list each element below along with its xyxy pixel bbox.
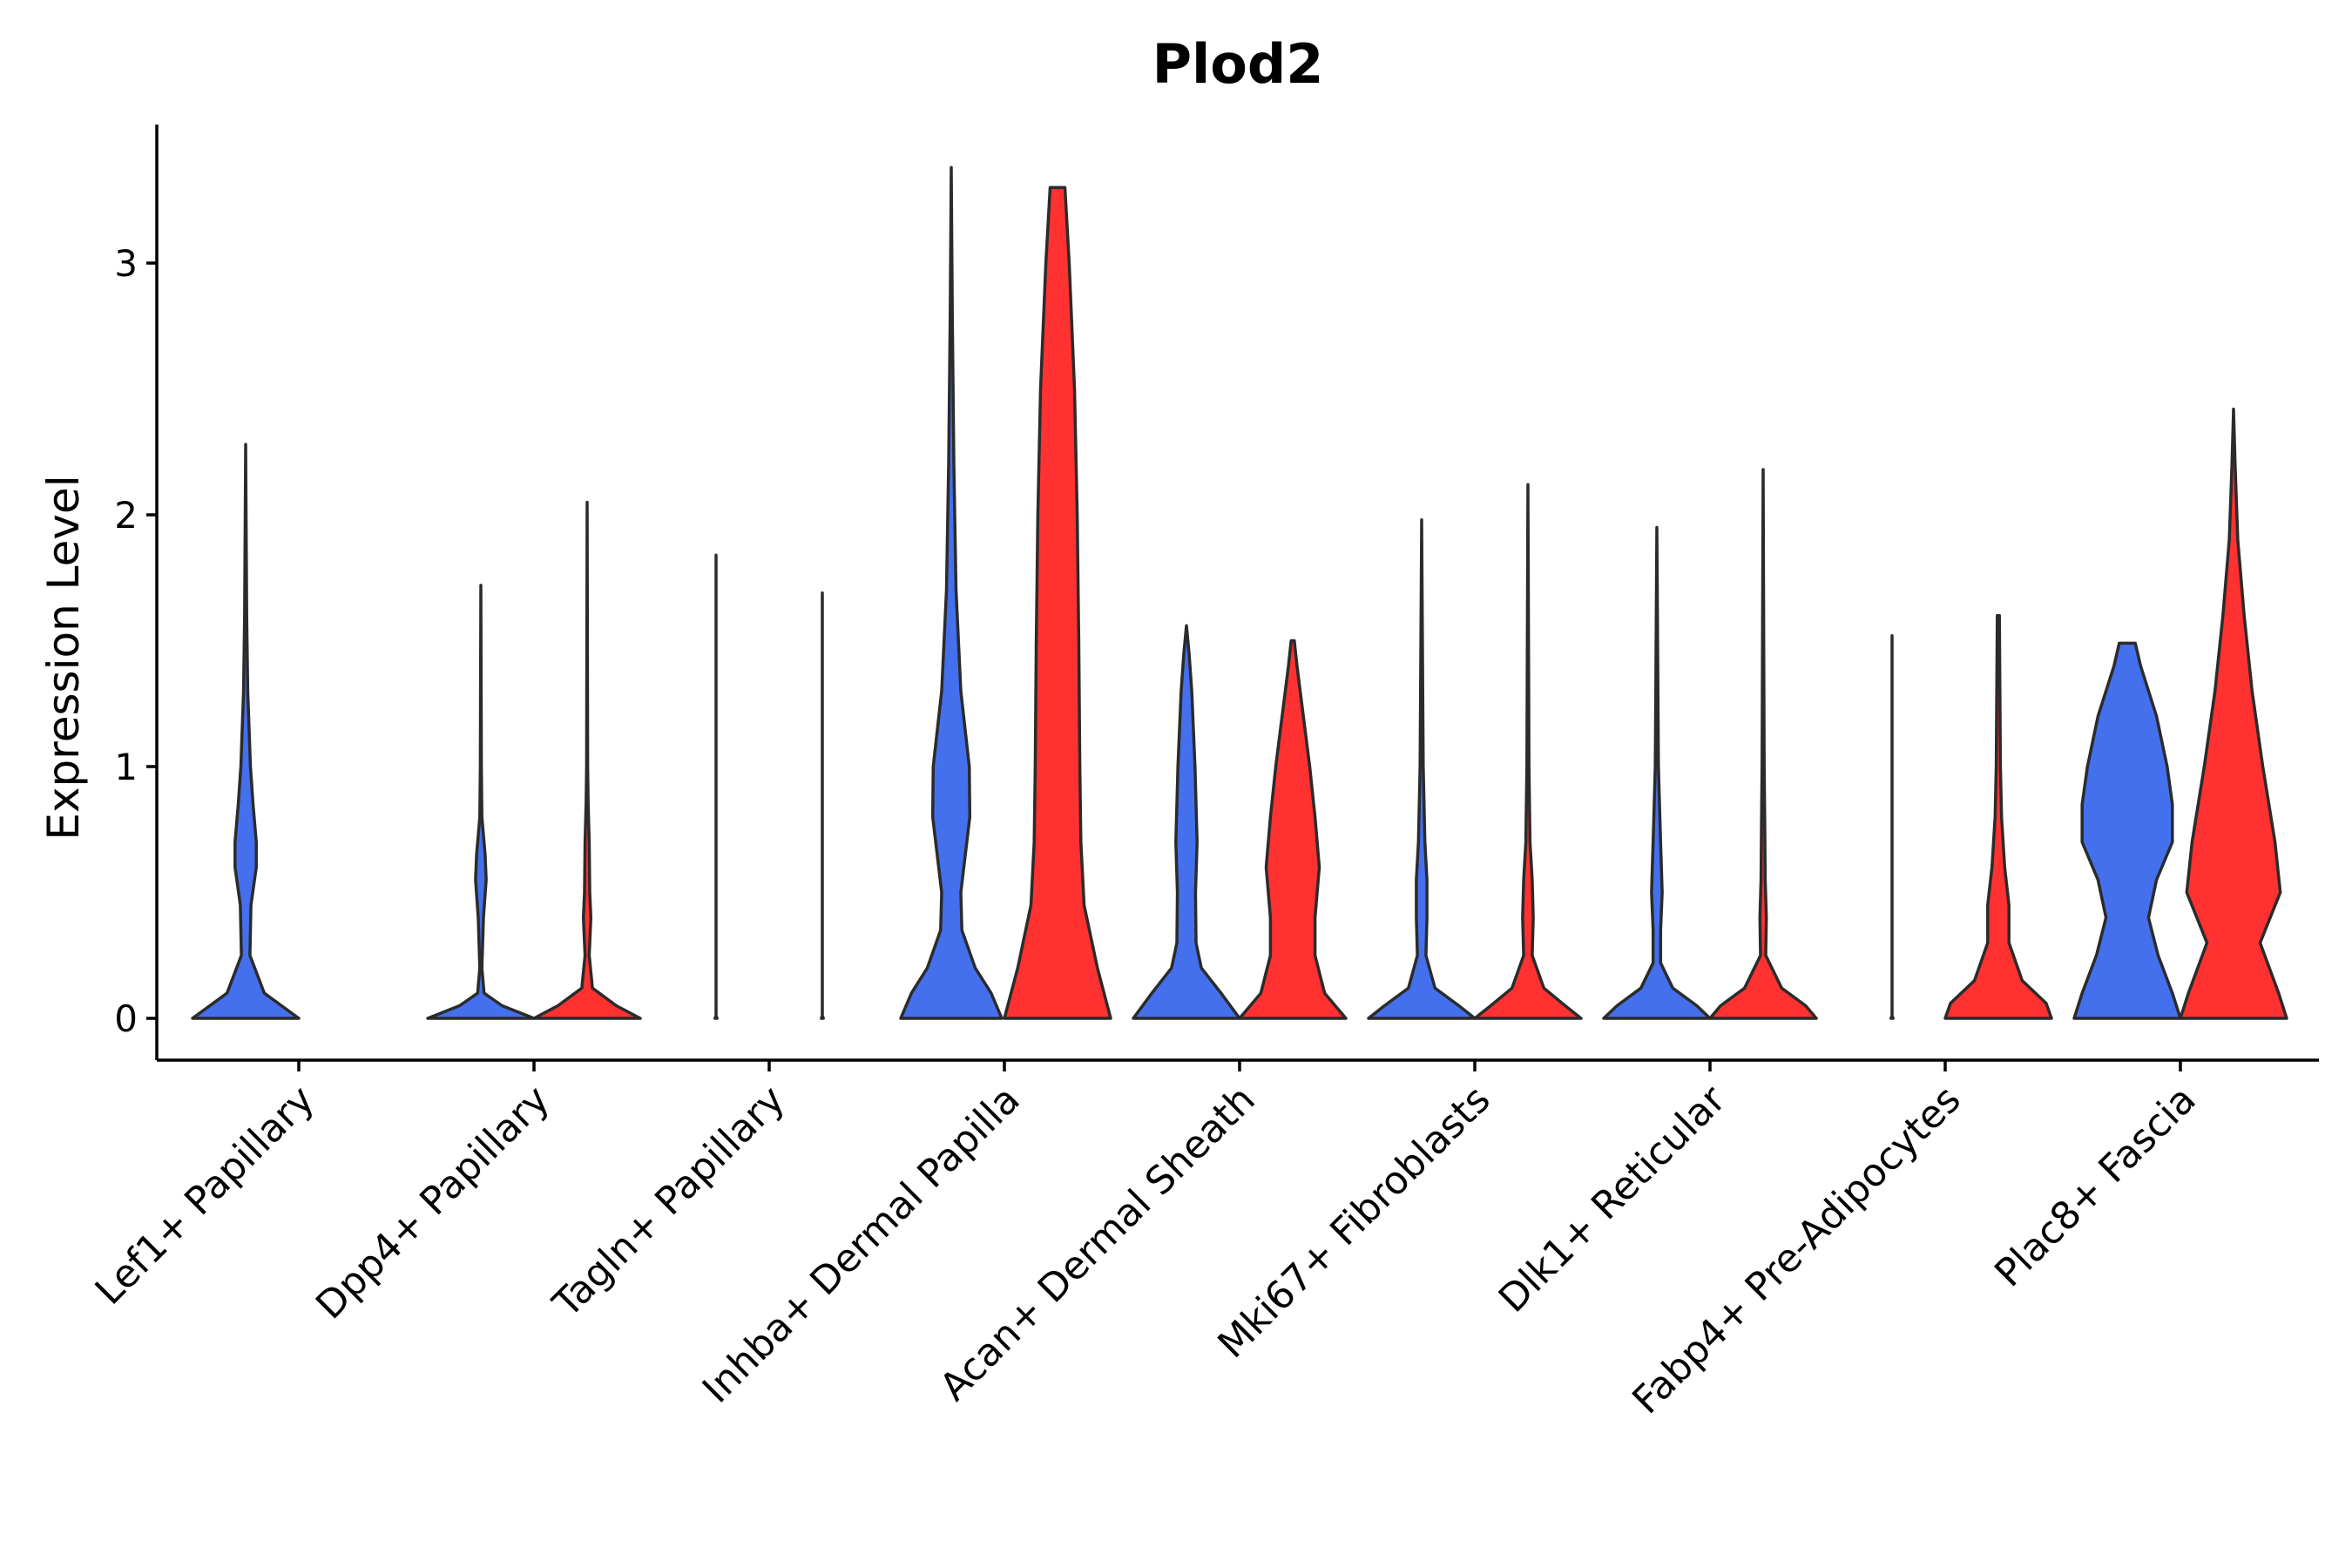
y-axis-label: Expression Level <box>38 475 89 840</box>
x-tick-label-mki67-fibroblasts: Mki67+ Fibroblasts <box>1209 1078 1498 1367</box>
violin-dlk1-reticular-group1 <box>1602 525 1712 1020</box>
violin-inhba-dermal-papilla-group2 <box>1003 186 1112 1020</box>
violin-fabp4-pre-adipocytes-group1 <box>1889 633 1895 1020</box>
violin-fabp4-pre-adipocytes-group2 <box>1943 613 2053 1020</box>
y-tick-label: 2 <box>114 494 138 537</box>
violin-plac8-fascia-group2 <box>2179 407 2288 1020</box>
x-tick-label-plac8-fascia: Plac8+ Fascia <box>1986 1078 2205 1296</box>
y-tick-label: 1 <box>114 746 138 788</box>
chart-title: Plod2 <box>1152 32 1324 96</box>
violin-mki67-fibroblasts-group1 <box>1367 518 1477 1020</box>
x-tick-label-dlk1-reticular: Dlk1+ Reticular <box>1490 1077 1735 1321</box>
y-tick-label: 0 <box>114 997 138 1040</box>
x-tick-label-lef1-papillary: Lef1+ Papillary <box>87 1078 323 1314</box>
violin-lef1-papillary-group1 <box>191 443 301 1020</box>
violins-layer <box>191 166 2288 1020</box>
violin-plac8-fascia-group1 <box>2072 641 2182 1020</box>
violin-mki67-fibroblasts-group2 <box>1473 483 1583 1020</box>
x-tick-label-tagln-papillary: Tagln+ Papillary <box>544 1078 794 1327</box>
violin-tagln-papillary-group1 <box>713 553 719 1020</box>
violin-tagln-papillary-group2 <box>820 591 825 1020</box>
x-tick-label-dpp4-papillary: Dpp4+ Papillary <box>308 1078 558 1328</box>
violin-dlk1-reticular-group2 <box>1708 468 1818 1020</box>
violin-acan-dermal-sheath-group1 <box>1132 624 1241 1020</box>
y-tick-label: 3 <box>114 242 138 285</box>
violin-acan-dermal-sheath-group2 <box>1238 639 1348 1020</box>
violin-dpp4-papillary-group1 <box>426 584 536 1020</box>
violin-dpp4-papillary-group2 <box>532 500 642 1020</box>
violin-inhba-dermal-papilla-group1 <box>899 166 1004 1020</box>
